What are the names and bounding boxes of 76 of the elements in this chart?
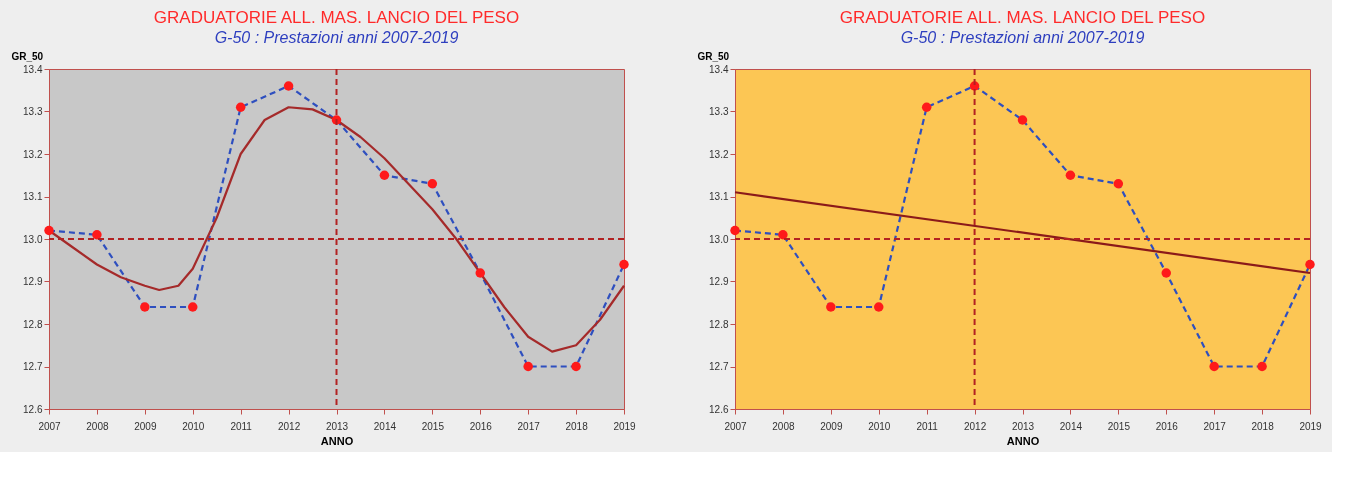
x-tick-label: 2012 bbox=[963, 420, 987, 432]
point bbox=[619, 259, 629, 270]
point bbox=[1065, 170, 1076, 180]
y-tick-label: 12.7 bbox=[23, 361, 43, 372]
y-tick-label: 12.6 bbox=[709, 403, 729, 415]
x-tick-label: 2013 bbox=[1011, 420, 1035, 432]
x-tick-label: 2007 bbox=[724, 420, 748, 432]
point bbox=[1113, 179, 1124, 189]
point bbox=[874, 302, 884, 312]
x-tick-label: 2010 bbox=[868, 420, 891, 432]
x-tick-label: 2011 bbox=[916, 420, 939, 432]
x-tick-label: 2009 bbox=[134, 420, 157, 432]
point bbox=[1257, 361, 1267, 372]
y-tick-label: 13.2 bbox=[23, 148, 43, 160]
y-tick-label: 12.7 bbox=[709, 361, 729, 372]
y-tick-label: 13.4 bbox=[23, 63, 43, 75]
x-tick-label: 2019 bbox=[613, 420, 637, 432]
chart-title: GRADUATORIE ALL. MAS. LANCIO DEL PESO bbox=[153, 8, 520, 27]
y-tick-label: 12.8 bbox=[23, 318, 43, 330]
x-tick-label: 2015 bbox=[1107, 420, 1131, 432]
y-tick-label: 12.8 bbox=[709, 318, 729, 330]
x-tick-label: 2018 bbox=[565, 420, 589, 432]
point bbox=[140, 302, 150, 312]
y-tick-label: 13.1 bbox=[709, 191, 729, 202]
y-tick-label: 12.6 bbox=[23, 403, 43, 415]
y-tick-label: 13.0 bbox=[23, 233, 43, 245]
x-tick-label: 2009 bbox=[820, 420, 843, 432]
y-axis-title: GR_50 bbox=[11, 50, 44, 62]
y-tick-label: 12.9 bbox=[709, 276, 729, 287]
point bbox=[235, 102, 246, 112]
x-tick-label: 2008 bbox=[86, 420, 109, 432]
y-tick-label: 13.3 bbox=[709, 106, 729, 117]
point bbox=[1209, 361, 1219, 372]
point bbox=[1161, 268, 1171, 278]
chart-subtitle: G-50 : Prestazioni anni 2007-2019 bbox=[900, 29, 1145, 46]
x-tick-label: 2011 bbox=[230, 420, 253, 432]
point bbox=[427, 179, 438, 189]
x-tick-label: 2013 bbox=[325, 420, 349, 432]
y-tick-label: 13.2 bbox=[709, 148, 729, 160]
y-tick-label: 13.0 bbox=[709, 233, 729, 245]
y-tick-label: 13.3 bbox=[23, 106, 43, 117]
x-tick-label: 2018 bbox=[1251, 420, 1275, 432]
y-tick-label: 12.9 bbox=[23, 276, 43, 287]
point bbox=[1305, 259, 1315, 270]
y-tick-label: 13.1 bbox=[23, 191, 43, 202]
chart-subtitle: G-50 : Prestazioni anni 2007-2019 bbox=[214, 29, 459, 46]
x-tick-label: 2007 bbox=[38, 420, 62, 432]
x-tick-label: 2014 bbox=[1059, 420, 1083, 432]
chart-title: GRADUATORIE ALL. MAS. LANCIO DEL PESO bbox=[839, 8, 1206, 27]
x-tick-label: 2017 bbox=[1203, 420, 1227, 432]
point bbox=[475, 268, 485, 278]
x-tick-label: 2016 bbox=[1155, 420, 1179, 432]
x-axis-title: ANNO bbox=[1006, 434, 1040, 447]
point bbox=[44, 225, 54, 236]
y-axis-title: GR_50 bbox=[697, 50, 730, 62]
point bbox=[523, 361, 533, 372]
x-tick-label: 2017 bbox=[517, 420, 541, 432]
x-tick-label: 2010 bbox=[182, 420, 205, 432]
x-tick-label: 2012 bbox=[277, 420, 301, 432]
point bbox=[778, 230, 788, 240]
point bbox=[571, 361, 581, 372]
x-tick-label: 2016 bbox=[469, 420, 493, 432]
x-tick-label: 2014 bbox=[373, 420, 397, 432]
point bbox=[188, 302, 198, 312]
point bbox=[283, 81, 294, 91]
y-tick-label: 13.4 bbox=[709, 63, 729, 75]
point bbox=[921, 102, 932, 112]
x-axis-title: ANNO bbox=[320, 434, 354, 447]
point bbox=[730, 225, 740, 236]
x-tick-label: 2015 bbox=[421, 420, 445, 432]
point bbox=[379, 170, 390, 180]
x-tick-label: 2019 bbox=[1299, 420, 1323, 432]
x-tick-label: 2008 bbox=[772, 420, 795, 432]
point bbox=[1017, 115, 1028, 125]
point bbox=[826, 302, 836, 312]
point bbox=[92, 230, 102, 240]
